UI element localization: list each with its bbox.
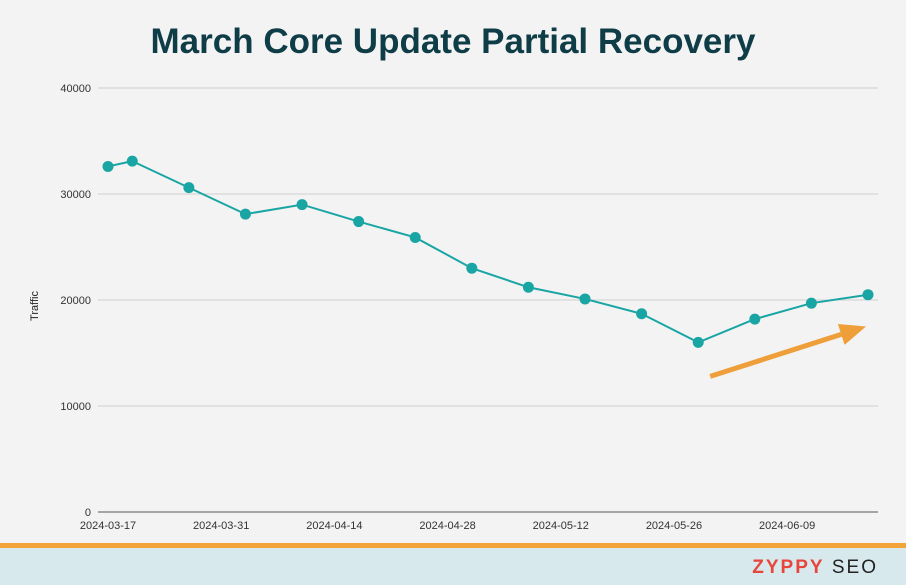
data-point xyxy=(466,262,478,274)
x-tick-label: 2024-04-28 xyxy=(419,520,475,532)
data-point xyxy=(239,208,251,220)
y-tick-label: 30000 xyxy=(60,189,91,201)
y-tick-label: 20000 xyxy=(60,295,91,307)
recovery-arrow xyxy=(709,323,866,379)
data-point xyxy=(692,336,704,348)
gridlines xyxy=(98,87,878,513)
x-tick-label: 2024-05-12 xyxy=(533,520,589,532)
arrow-shaft xyxy=(709,332,842,379)
brand-logo: ZYPPY SEO xyxy=(752,557,878,579)
data-point xyxy=(805,297,817,309)
x-tick-label: 2024-05-26 xyxy=(646,520,702,532)
data-point xyxy=(579,293,591,305)
y-tick-label: 0 xyxy=(85,507,91,519)
brand-suffix: SEO xyxy=(824,557,878,578)
series-traffic xyxy=(102,155,874,348)
brand-name: ZYPPY xyxy=(752,557,825,578)
data-point xyxy=(636,308,648,320)
data-point xyxy=(862,289,874,301)
x-axis-ticks: 2024-03-17 2024-03-31 2024-04-14 2024-04-28… xyxy=(80,520,815,532)
data-point xyxy=(522,281,534,293)
x-tick-label: 2024-03-17 xyxy=(80,520,136,532)
data-point xyxy=(126,155,138,167)
data-point xyxy=(749,313,761,325)
y-axis-label: Traffic xyxy=(29,291,41,321)
y-axis-ticks: 0 10000 20000 30000 40000 xyxy=(60,83,91,519)
chart-title: March Core Update Partial Recovery xyxy=(150,22,756,61)
footer-bar: ZYPPY SEO xyxy=(0,548,906,585)
y-tick-label: 40000 xyxy=(60,83,91,95)
x-tick-label: 2024-04-14 xyxy=(306,520,362,532)
x-tick-label: 2024-03-31 xyxy=(193,520,249,532)
x-tick-label: 2024-06-09 xyxy=(759,520,815,532)
y-tick-label: 10000 xyxy=(60,401,91,413)
data-point xyxy=(102,160,114,172)
data-point xyxy=(183,182,195,194)
arrow-head xyxy=(837,323,866,345)
data-point xyxy=(353,216,365,228)
data-point xyxy=(409,231,421,243)
data-point xyxy=(296,199,308,211)
footer-accent-line xyxy=(0,543,906,548)
